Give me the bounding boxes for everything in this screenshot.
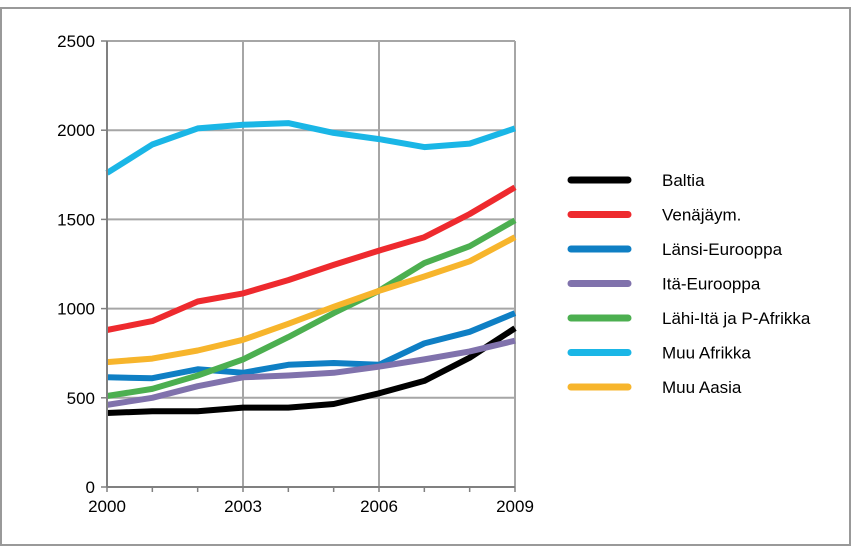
y-tick-label: 1500	[57, 210, 95, 229]
legend-label: Lähi-Itä ja P-Afrikka	[662, 309, 811, 328]
legend-label: Venäjäym.	[662, 206, 741, 225]
series-line-2	[106, 310, 517, 382]
axes: 0 500 1000 1500 2000 2500 2000 2003 2006 2009	[57, 32, 534, 516]
legend-label: Muu Aasia	[662, 378, 742, 397]
x-tick-label: 2000	[88, 497, 126, 516]
y-tick-label: 2000	[57, 121, 95, 140]
x-tick-label: 2006	[360, 497, 398, 516]
y-tick-label: 2500	[57, 32, 95, 51]
x-tick-label: 2009	[496, 497, 534, 516]
series-line-0	[106, 325, 517, 416]
x-tick-label: 2003	[224, 497, 262, 516]
series-line-3	[106, 337, 516, 408]
y-tick-label: 1000	[57, 300, 95, 319]
y-tick-label: 0	[86, 478, 95, 497]
legend: Baltia Venäjäym. Länsi-Eurooppa Itä-Euroopp…	[567, 171, 811, 397]
series-line-4	[106, 217, 517, 399]
series-line-1	[106, 184, 517, 333]
series-line-6	[106, 234, 517, 366]
legend-label: Baltia	[662, 171, 705, 190]
legend-label: Itä-Eurooppa	[662, 275, 761, 294]
series-lines	[105, 120, 517, 416]
series-line-5	[105, 120, 516, 176]
legend-label: Länsi-Eurooppa	[662, 240, 783, 259]
y-tick-label: 500	[67, 389, 95, 408]
legend-label: Muu Afrikka	[662, 344, 751, 363]
